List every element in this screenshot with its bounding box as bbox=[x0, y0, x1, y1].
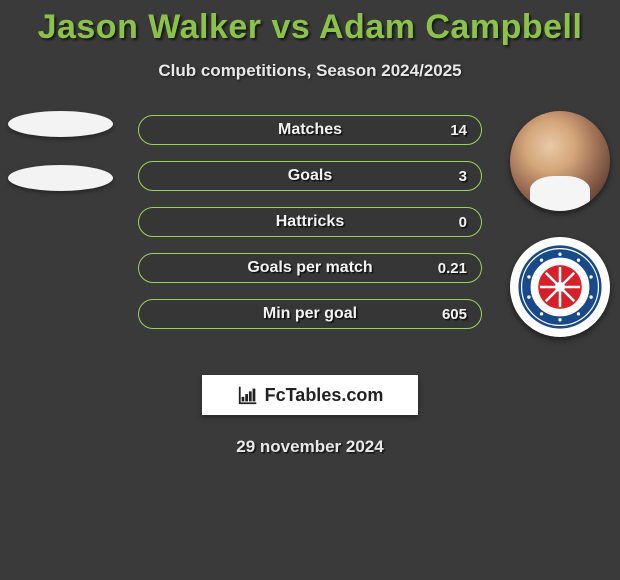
stat-value: 3 bbox=[459, 168, 467, 185]
brand-text: FcTables.com bbox=[265, 385, 384, 406]
stat-label: Goals per match bbox=[247, 259, 372, 277]
brand-badge: FcTables.com bbox=[202, 375, 418, 415]
chart-icon bbox=[237, 384, 259, 406]
player2-image-column bbox=[510, 111, 610, 337]
stat-label: Goals bbox=[288, 167, 332, 185]
stat-bar-min-per-goal: Min per goal 605 bbox=[138, 299, 482, 329]
player2-club-logo bbox=[510, 237, 610, 337]
comparison-title: Jason Walker vs Adam Campbell bbox=[0, 0, 620, 47]
stat-value: 0.21 bbox=[438, 260, 467, 277]
stat-value: 0 bbox=[459, 214, 467, 231]
stat-bar-goals-per-match: Goals per match 0.21 bbox=[138, 253, 482, 283]
date-text: 29 november 2024 bbox=[0, 437, 620, 457]
player1-photo-placeholder bbox=[8, 111, 113, 137]
stat-bars: Matches 14 Goals 3 Hattricks 0 Goals per… bbox=[138, 115, 482, 345]
stats-area: Matches 14 Goals 3 Hattricks 0 Goals per… bbox=[0, 115, 620, 365]
player2-photo bbox=[510, 111, 610, 211]
hartlepool-logo-icon bbox=[518, 245, 602, 329]
stat-bar-matches: Matches 14 bbox=[138, 115, 482, 145]
stat-value: 14 bbox=[450, 122, 467, 139]
player1-placeholder-column bbox=[8, 111, 113, 219]
stat-bar-goals: Goals 3 bbox=[138, 161, 482, 191]
stat-label: Hattricks bbox=[276, 213, 344, 231]
stat-value: 605 bbox=[442, 306, 467, 323]
player1-club-placeholder bbox=[8, 165, 113, 191]
stat-label: Min per goal bbox=[263, 305, 357, 323]
stat-bar-hattricks: Hattricks 0 bbox=[138, 207, 482, 237]
stat-label: Matches bbox=[278, 121, 342, 139]
season-subtitle: Club competitions, Season 2024/2025 bbox=[0, 61, 620, 81]
